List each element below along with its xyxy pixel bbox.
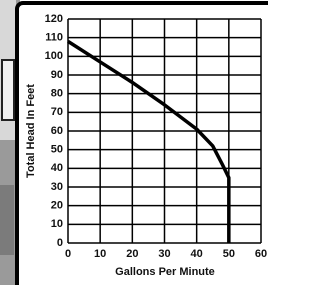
y-tick-label: 100 [45,50,63,62]
x-tick-label: 0 [65,248,71,260]
y-tick-label: 60 [51,125,63,137]
x-tick-label: 10 [94,248,106,260]
photo-fitting [0,185,14,255]
y-tick-label: 10 [51,218,63,230]
y-tick-label: 90 [51,69,63,81]
y-tick-label: 70 [51,106,63,118]
y-tick-label: 50 [51,144,63,156]
y-tick-label: 120 [45,13,63,25]
x-tick-label: 20 [126,248,138,260]
chart: Total Head In Feet Gallons Per Minute 0 1… [0,0,268,285]
y-tick-label: 0 [57,237,63,249]
y-tick-label: 80 [51,88,63,100]
x-tick-label: 60 [255,248,267,260]
y-tick-label: 110 [45,32,63,44]
y-tick-label: 20 [51,200,63,212]
y-axis-label: Total Head In Feet [25,84,37,178]
x-tick-label: 40 [191,248,203,260]
x-tick-label: 30 [158,248,170,260]
y-tick-label: 40 [51,162,63,174]
x-axis-label: Gallons Per Minute [115,266,215,278]
y-tick-label: 30 [51,181,63,193]
photo-panel [2,60,14,120]
x-tick-label: 50 [223,248,235,260]
page: {"chart_data": {"type": "line", "x_label… [0,0,268,285]
